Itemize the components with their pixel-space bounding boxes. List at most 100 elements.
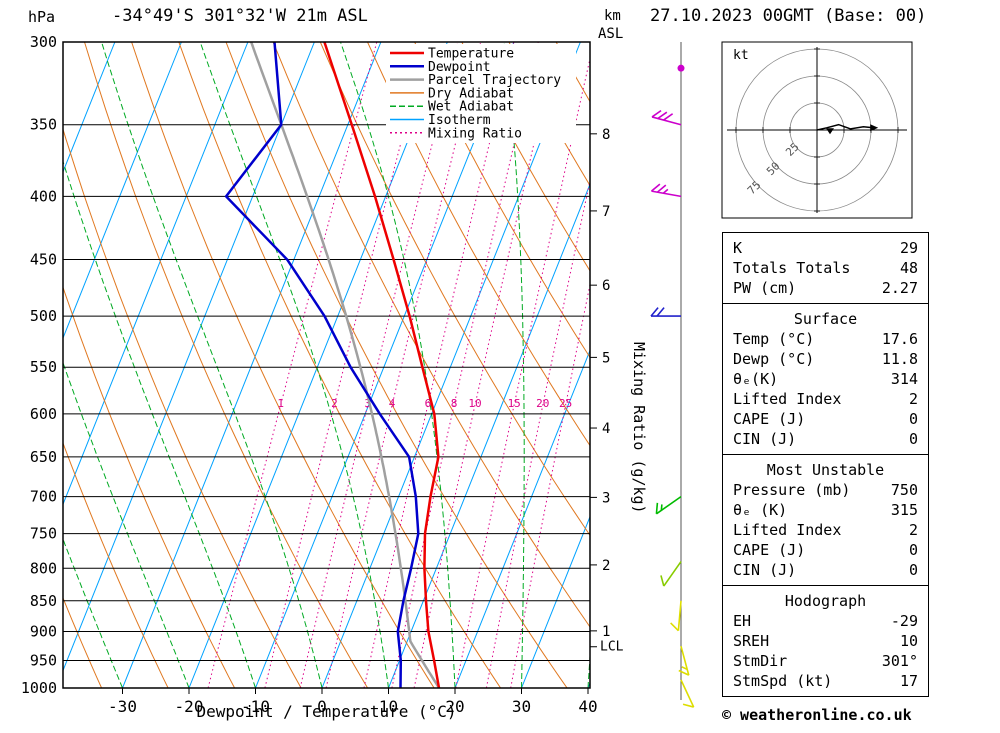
pressure-tick-label: 950 [30, 651, 57, 669]
temperature-tick-label: 20 [445, 697, 464, 716]
pressure-tick-label: 700 [30, 488, 57, 506]
stats-row: Temp (°C) 17.6 [723, 329, 928, 349]
mixing-ratio-value: 3 [364, 397, 371, 410]
temperature-tick-label: -20 [175, 697, 204, 716]
km-tick-label: 1 [602, 624, 610, 640]
mixing-ratio-axis-label: Mixing Ratio (g/kg) [630, 342, 648, 514]
stats-value: 17.6 [881, 330, 918, 348]
stats-label: Lifted Index [733, 521, 842, 539]
wind-barb [670, 600, 682, 632]
stats-row: Lifted Index 2 [723, 520, 928, 540]
wind-barb [650, 307, 681, 317]
stats-row: SREH 10 [723, 631, 928, 651]
pressure-tick-label: 550 [30, 358, 57, 376]
legend-label: Isotherm [428, 113, 491, 128]
mixing-ratio-value: 25 [559, 397, 572, 410]
stats-value: 0 [908, 410, 918, 428]
stats-label: StmDir [733, 652, 788, 670]
stats-value: 0 [908, 430, 918, 448]
temperature-tick-label: -10 [241, 697, 270, 716]
axis-tick-labels: 3003504004505005506006507007508008509009… [21, 33, 624, 716]
stats-panel: K 29 Totals Totals 48 PW (cm) 2.27 Surface Temp… [722, 232, 929, 697]
stats-label: CAPE (J) [733, 410, 806, 428]
stats-row: CAPE (J) 0 [723, 540, 928, 560]
legend-label: Parcel Trajectory [428, 73, 561, 88]
stats-section-header: Most Unstable [766, 461, 885, 479]
wind-barb [655, 495, 682, 515]
stats-row: K 29 [723, 238, 928, 258]
legend-label: Mixing Ratio [428, 126, 522, 141]
pressure-tick-label: 1000 [21, 679, 57, 697]
km-tick-label: 5 [602, 350, 610, 366]
km-tick-label: 6 [602, 278, 610, 294]
storm-motion-marker [826, 128, 834, 135]
temperature-tick-label: 30 [512, 697, 531, 716]
stats-label: CIN (J) [733, 430, 797, 448]
altitude-unit-asl: ASL [598, 26, 624, 42]
wind-barb [678, 645, 690, 676]
lcl-label: LCL [600, 640, 624, 655]
run-datetime: 27.10.2023 00GMT (Base: 00) [650, 6, 927, 26]
stats-row: Totals Totals 48 [723, 258, 928, 278]
legend-label: Temperature [428, 47, 514, 62]
mixing-ratio-value: 20 [536, 397, 549, 410]
mixing-ratio-value: 1 [277, 397, 284, 410]
plot-border [62, 41, 591, 689]
stats-row: StmSpd (kt) 17 [723, 671, 928, 691]
stats-section: Most Unstable Pressure (mb) 750 θₑ (K) 315 Li… [723, 454, 928, 585]
stats-label: StmSpd (kt) [733, 672, 833, 690]
pressure-tick-label: 650 [30, 448, 57, 466]
stats-row: θₑ (K) 315 [723, 500, 928, 520]
stats-label: CAPE (J) [733, 541, 806, 559]
wind-barb [650, 183, 682, 198]
km-tick-label: 3 [602, 490, 610, 506]
stats-section-header: Surface [793, 310, 858, 328]
legend-label: Dewpoint [428, 60, 491, 75]
stats-row: CAPE (J) 0 [723, 409, 928, 429]
stats-row: EH -29 [723, 611, 928, 631]
temperature-tick-label: 0 [317, 697, 327, 716]
stats-value: 0 [908, 561, 918, 579]
pressure-unit-label: hPa [28, 8, 56, 26]
stats-value: 2 [908, 521, 918, 539]
temperature-axis-label: Dewpoint / Temperature (°C) [196, 702, 457, 721]
mixing-ratio-labels: 1 2 3 4 6 8 10 15 20 25 [277, 397, 572, 410]
wind-barb [651, 109, 682, 126]
stats-row: θₑ(K) 314 [723, 369, 928, 389]
mixing-ratio-value: 8 [451, 397, 458, 410]
wind-barb [680, 679, 695, 708]
stats-value: 11.8 [881, 350, 918, 368]
stats-label: θₑ (K) [733, 501, 788, 519]
stats-value: 301° [881, 652, 918, 670]
mixing-ratio-value: 4 [389, 397, 396, 410]
stats-value: 750 [890, 481, 918, 499]
stats-row: CIN (J) 0 [723, 560, 928, 580]
sounding-profiles [224, 42, 441, 688]
stats-row: Lifted Index 2 [723, 389, 928, 409]
stats-value: 48 [899, 259, 918, 277]
station-title: -34°49'S 301°32'W 21m ASL [112, 6, 368, 26]
pressure-tick-label: 450 [30, 251, 57, 269]
km-tick-label: 7 [602, 204, 610, 220]
stats-row: PW (cm) 2.27 [723, 278, 928, 298]
hodograph-unit-label: kt [733, 48, 749, 63]
stats-row: CIN (J) 0 [723, 429, 928, 449]
stats-value: 2.27 [881, 279, 918, 297]
pressure-tick-label: 900 [30, 622, 57, 640]
legend-label: Wet Adiabat [428, 100, 514, 115]
stats-value: 29 [899, 239, 918, 257]
copyright: © weatheronline.co.uk [722, 706, 912, 724]
pressure-tick-label: 600 [30, 405, 57, 423]
parcel-trajectory-curve [249, 42, 441, 688]
stats-label: CIN (J) [733, 561, 797, 579]
pressure-tick-label: 300 [30, 33, 57, 51]
stats-label: Lifted Index [733, 390, 842, 408]
stats-label: Temp (°C) [733, 330, 815, 348]
wind-barb [660, 561, 682, 587]
stats-section: K 29 Totals Totals 48 PW (cm) 2.27 [723, 233, 928, 303]
mixing-ratio-value: 10 [468, 397, 481, 410]
